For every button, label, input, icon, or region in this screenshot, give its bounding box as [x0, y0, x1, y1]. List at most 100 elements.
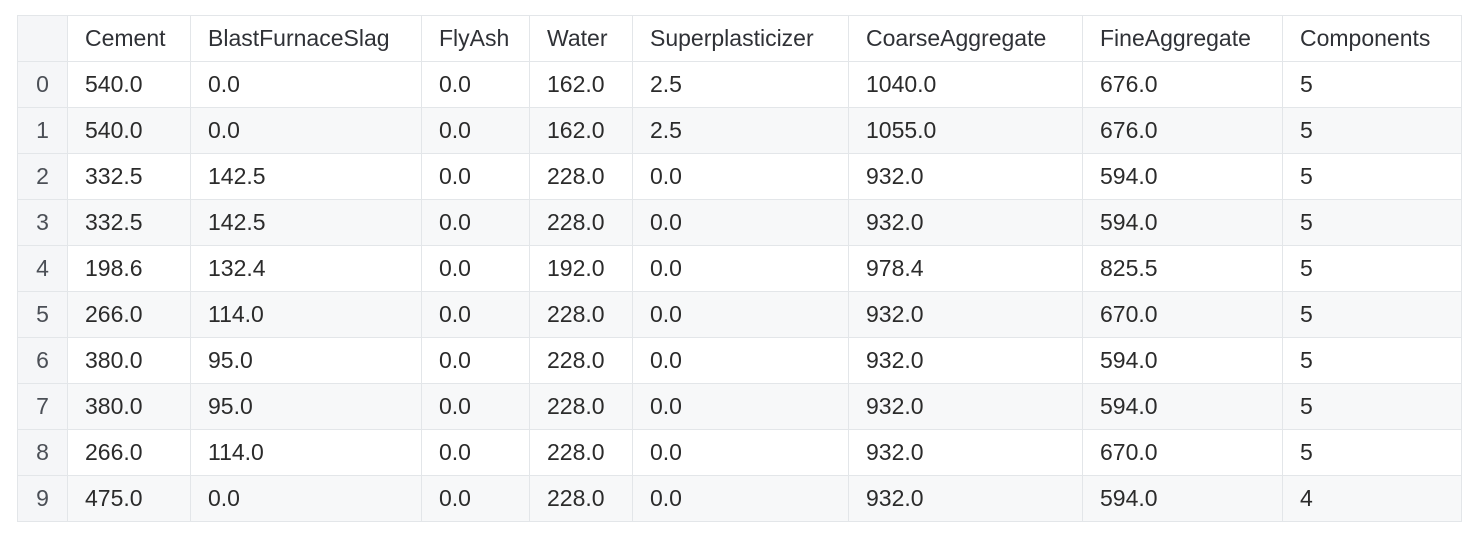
cell-water[interactable]: 162.0: [529, 107, 633, 154]
cell-superplasticizer[interactable]: 0.0: [632, 429, 849, 476]
column-header-fineaggregate[interactable]: FineAggregate: [1082, 15, 1283, 62]
cell-flyash[interactable]: 0.0: [421, 245, 530, 292]
cell-flyash[interactable]: 0.0: [421, 61, 530, 108]
cell-water[interactable]: 228.0: [529, 337, 633, 384]
table-row[interactable]: 6 380.0 95.0 0.0 228.0 0.0 932.0 594.0 5: [17, 337, 1462, 384]
cell-flyash[interactable]: 0.0: [421, 429, 530, 476]
table-row[interactable]: 4 198.6 132.4 0.0 192.0 0.0 978.4 825.5 5: [17, 245, 1462, 292]
cell-blastfurnaceslag[interactable]: 114.0: [190, 429, 422, 476]
cell-coarseaggregate[interactable]: 932.0: [848, 153, 1083, 200]
cell-components[interactable]: 5: [1282, 199, 1462, 246]
cell-water[interactable]: 228.0: [529, 383, 633, 430]
column-header-flyash[interactable]: FlyAsh: [421, 15, 530, 62]
cell-cement[interactable]: 380.0: [67, 383, 191, 430]
cell-superplasticizer[interactable]: 0.0: [632, 337, 849, 384]
cell-fineaggregate[interactable]: 825.5: [1082, 245, 1283, 292]
cell-fineaggregate[interactable]: 670.0: [1082, 429, 1283, 476]
cell-superplasticizer[interactable]: 0.0: [632, 199, 849, 246]
cell-cement[interactable]: 198.6: [67, 245, 191, 292]
cell-flyash[interactable]: 0.0: [421, 107, 530, 154]
cell-components[interactable]: 5: [1282, 153, 1462, 200]
cell-coarseaggregate[interactable]: 932.0: [848, 383, 1083, 430]
table-row[interactable]: 2 332.5 142.5 0.0 228.0 0.0 932.0 594.0 5: [17, 153, 1462, 200]
column-header-cement[interactable]: Cement: [67, 15, 191, 62]
cell-superplasticizer[interactable]: 2.5: [632, 61, 849, 108]
column-header-water[interactable]: Water: [529, 15, 633, 62]
cell-cement[interactable]: 332.5: [67, 199, 191, 246]
cell-coarseaggregate[interactable]: 932.0: [848, 291, 1083, 338]
cell-components[interactable]: 5: [1282, 337, 1462, 384]
column-header-blastfurnaceslag[interactable]: BlastFurnaceSlag: [190, 15, 422, 62]
cell-flyash[interactable]: 0.0: [421, 153, 530, 200]
cell-blastfurnaceslag[interactable]: 95.0: [190, 383, 422, 430]
cell-flyash[interactable]: 0.0: [421, 337, 530, 384]
cell-water[interactable]: 228.0: [529, 153, 633, 200]
cell-superplasticizer[interactable]: 0.0: [632, 383, 849, 430]
cell-flyash[interactable]: 0.0: [421, 383, 530, 430]
cell-cement[interactable]: 540.0: [67, 107, 191, 154]
cell-water[interactable]: 228.0: [529, 475, 633, 522]
cell-water[interactable]: 228.0: [529, 429, 633, 476]
cell-cement[interactable]: 332.5: [67, 153, 191, 200]
cell-flyash[interactable]: 0.0: [421, 291, 530, 338]
cell-components[interactable]: 5: [1282, 383, 1462, 430]
cell-flyash[interactable]: 0.0: [421, 199, 530, 246]
cell-fineaggregate[interactable]: 594.0: [1082, 475, 1283, 522]
cell-components[interactable]: 5: [1282, 429, 1462, 476]
cell-blastfurnaceslag[interactable]: 142.5: [190, 199, 422, 246]
cell-water[interactable]: 228.0: [529, 291, 633, 338]
cell-fineaggregate[interactable]: 594.0: [1082, 383, 1283, 430]
table-row[interactable]: 9 475.0 0.0 0.0 228.0 0.0 932.0 594.0 4: [17, 475, 1462, 522]
cell-fineaggregate[interactable]: 594.0: [1082, 153, 1283, 200]
cell-components[interactable]: 4: [1282, 475, 1462, 522]
cell-cement[interactable]: 475.0: [67, 475, 191, 522]
table-row[interactable]: 7 380.0 95.0 0.0 228.0 0.0 932.0 594.0 5: [17, 383, 1462, 430]
cell-coarseaggregate[interactable]: 1040.0: [848, 61, 1083, 108]
cell-superplasticizer[interactable]: 0.0: [632, 245, 849, 292]
cell-superplasticizer[interactable]: 0.0: [632, 153, 849, 200]
cell-coarseaggregate[interactable]: 932.0: [848, 429, 1083, 476]
row-index-cell: 9: [17, 475, 68, 522]
table-row[interactable]: 8 266.0 114.0 0.0 228.0 0.0 932.0 670.0 5: [17, 429, 1462, 476]
cell-blastfurnaceslag[interactable]: 114.0: [190, 291, 422, 338]
cell-superplasticizer[interactable]: 2.5: [632, 107, 849, 154]
cell-water[interactable]: 228.0: [529, 199, 633, 246]
cell-fineaggregate[interactable]: 594.0: [1082, 337, 1283, 384]
cell-flyash[interactable]: 0.0: [421, 475, 530, 522]
table-row[interactable]: 0 540.0 0.0 0.0 162.0 2.5 1040.0 676.0 5: [17, 61, 1462, 108]
cell-blastfurnaceslag[interactable]: 0.0: [190, 107, 422, 154]
cell-fineaggregate[interactable]: 670.0: [1082, 291, 1283, 338]
cell-superplasticizer[interactable]: 0.0: [632, 475, 849, 522]
table-row[interactable]: 1 540.0 0.0 0.0 162.0 2.5 1055.0 676.0 5: [17, 107, 1462, 154]
cell-water[interactable]: 162.0: [529, 61, 633, 108]
cell-components[interactable]: 5: [1282, 291, 1462, 338]
cell-fineaggregate[interactable]: 676.0: [1082, 61, 1283, 108]
cell-coarseaggregate[interactable]: 932.0: [848, 337, 1083, 384]
cell-superplasticizer[interactable]: 0.0: [632, 291, 849, 338]
column-header-coarseaggregate[interactable]: CoarseAggregate: [848, 15, 1083, 62]
cell-water[interactable]: 192.0: [529, 245, 633, 292]
column-header-superplasticizer[interactable]: Superplasticizer: [632, 15, 849, 62]
cell-coarseaggregate[interactable]: 1055.0: [848, 107, 1083, 154]
table-row[interactable]: 3 332.5 142.5 0.0 228.0 0.0 932.0 594.0 5: [17, 199, 1462, 246]
cell-cement[interactable]: 380.0: [67, 337, 191, 384]
cell-components[interactable]: 5: [1282, 107, 1462, 154]
cell-blastfurnaceslag[interactable]: 142.5: [190, 153, 422, 200]
cell-blastfurnaceslag[interactable]: 0.0: [190, 475, 422, 522]
cell-cement[interactable]: 540.0: [67, 61, 191, 108]
cell-cement[interactable]: 266.0: [67, 429, 191, 476]
cell-coarseaggregate[interactable]: 932.0: [848, 475, 1083, 522]
cell-blastfurnaceslag[interactable]: 95.0: [190, 337, 422, 384]
cell-fineaggregate[interactable]: 594.0: [1082, 199, 1283, 246]
cell-coarseaggregate[interactable]: 978.4: [848, 245, 1083, 292]
cell-blastfurnaceslag[interactable]: 132.4: [190, 245, 422, 292]
cell-fineaggregate[interactable]: 676.0: [1082, 107, 1283, 154]
cell-components[interactable]: 5: [1282, 245, 1462, 292]
cell-cement[interactable]: 266.0: [67, 291, 191, 338]
cell-coarseaggregate[interactable]: 932.0: [848, 199, 1083, 246]
table-row[interactable]: 5 266.0 114.0 0.0 228.0 0.0 932.0 670.0 5: [17, 291, 1462, 338]
column-header-components[interactable]: Components: [1282, 15, 1462, 62]
cell-blastfurnaceslag[interactable]: 0.0: [190, 61, 422, 108]
header-row: Cement BlastFurnaceSlag FlyAsh Water Sup…: [17, 15, 1462, 62]
cell-components[interactable]: 5: [1282, 61, 1462, 108]
